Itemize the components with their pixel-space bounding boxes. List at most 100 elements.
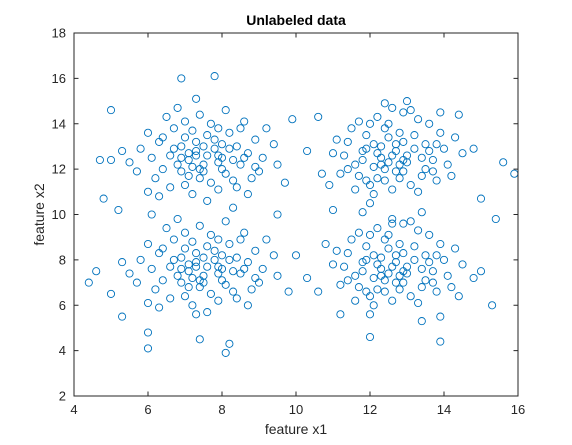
- data-point: [354, 117, 363, 126]
- data-point: [377, 271, 386, 280]
- data-point: [343, 165, 352, 174]
- data-point: [365, 310, 375, 319]
- data-point: [395, 285, 404, 294]
- data-point: [373, 174, 382, 183]
- data-point: [425, 146, 434, 156]
- data-point: [343, 276, 352, 285]
- data-point: [132, 167, 141, 176]
- data-point: [269, 140, 278, 149]
- data-point: [177, 74, 186, 83]
- data-point: [192, 146, 201, 156]
- data-point: [347, 124, 356, 133]
- data-point: [206, 178, 215, 187]
- data-point: [221, 106, 230, 115]
- data-point: [173, 214, 182, 224]
- data-point: [325, 180, 334, 190]
- data-point: [336, 169, 345, 178]
- data-point: [162, 112, 171, 121]
- data-point: [491, 214, 500, 224]
- y-tick-label: 8: [59, 252, 66, 267]
- data-point: [303, 273, 312, 283]
- data-point: [406, 292, 415, 301]
- data-point: [421, 165, 430, 174]
- data-point: [395, 239, 404, 249]
- data-point: [365, 230, 375, 239]
- data-point: [358, 208, 367, 217]
- data-point: [199, 167, 208, 176]
- data-point: [391, 278, 400, 287]
- data-point: [180, 133, 190, 142]
- data-point: [373, 224, 382, 233]
- data-point: [210, 144, 219, 153]
- data-point: [373, 112, 382, 121]
- data-point: [225, 255, 234, 264]
- axis-ticks: [73, 32, 519, 397]
- data-point: [417, 317, 426, 326]
- data-point: [328, 205, 338, 215]
- data-point: [284, 287, 293, 296]
- data-point: [343, 137, 352, 146]
- data-point: [240, 264, 249, 273]
- data-point: [136, 144, 145, 153]
- data-point: [417, 283, 426, 292]
- data-point: [447, 171, 456, 180]
- data-point: [373, 260, 382, 269]
- data-point: [417, 171, 426, 180]
- data-point: [192, 262, 201, 271]
- data-point: [210, 246, 219, 255]
- x-axis-label: feature x1: [265, 421, 327, 437]
- data-point: [180, 180, 190, 190]
- data-point: [280, 178, 289, 187]
- data-point: [328, 149, 338, 158]
- data-point: [262, 235, 271, 244]
- data-point: [143, 128, 153, 137]
- data-point: [166, 262, 175, 271]
- data-point: [232, 142, 241, 151]
- data-point: [118, 146, 127, 156]
- data-point: [377, 142, 386, 151]
- data-point: [377, 253, 386, 262]
- data-points: [84, 72, 519, 357]
- data-point: [362, 144, 371, 153]
- data-point: [458, 149, 467, 158]
- data-point: [373, 285, 382, 294]
- data-point: [151, 285, 160, 294]
- data-point: [365, 332, 375, 342]
- data-point: [229, 176, 238, 185]
- data-point: [428, 278, 437, 287]
- data-point: [143, 298, 153, 308]
- data-point: [447, 283, 456, 292]
- data-point: [384, 133, 393, 142]
- data-point: [410, 131, 419, 140]
- data-point: [303, 146, 312, 156]
- data-point: [425, 258, 434, 267]
- data-point: [351, 271, 360, 280]
- data-point: [188, 237, 197, 246]
- data-point: [199, 253, 208, 262]
- data-point: [340, 151, 349, 160]
- data-point: [243, 190, 252, 199]
- data-point: [177, 253, 186, 262]
- y-tick-label: 10: [52, 207, 66, 222]
- data-point: [476, 194, 486, 203]
- data-point: [106, 106, 116, 115]
- data-point: [351, 185, 360, 194]
- data-point: [414, 187, 423, 196]
- data-point: [380, 124, 389, 133]
- data-point: [288, 115, 297, 124]
- data-point: [155, 303, 164, 312]
- data-point: [395, 128, 404, 137]
- data-point: [432, 287, 441, 296]
- data-point: [377, 160, 386, 169]
- data-point: [106, 155, 116, 165]
- data-point: [414, 298, 423, 308]
- data-point: [439, 255, 449, 264]
- data-point: [443, 160, 452, 169]
- data-point: [362, 287, 371, 296]
- data-point: [406, 217, 415, 226]
- data-point: [436, 312, 445, 321]
- data-point: [291, 251, 301, 260]
- data-point: [203, 262, 212, 271]
- data-point: [169, 124, 178, 133]
